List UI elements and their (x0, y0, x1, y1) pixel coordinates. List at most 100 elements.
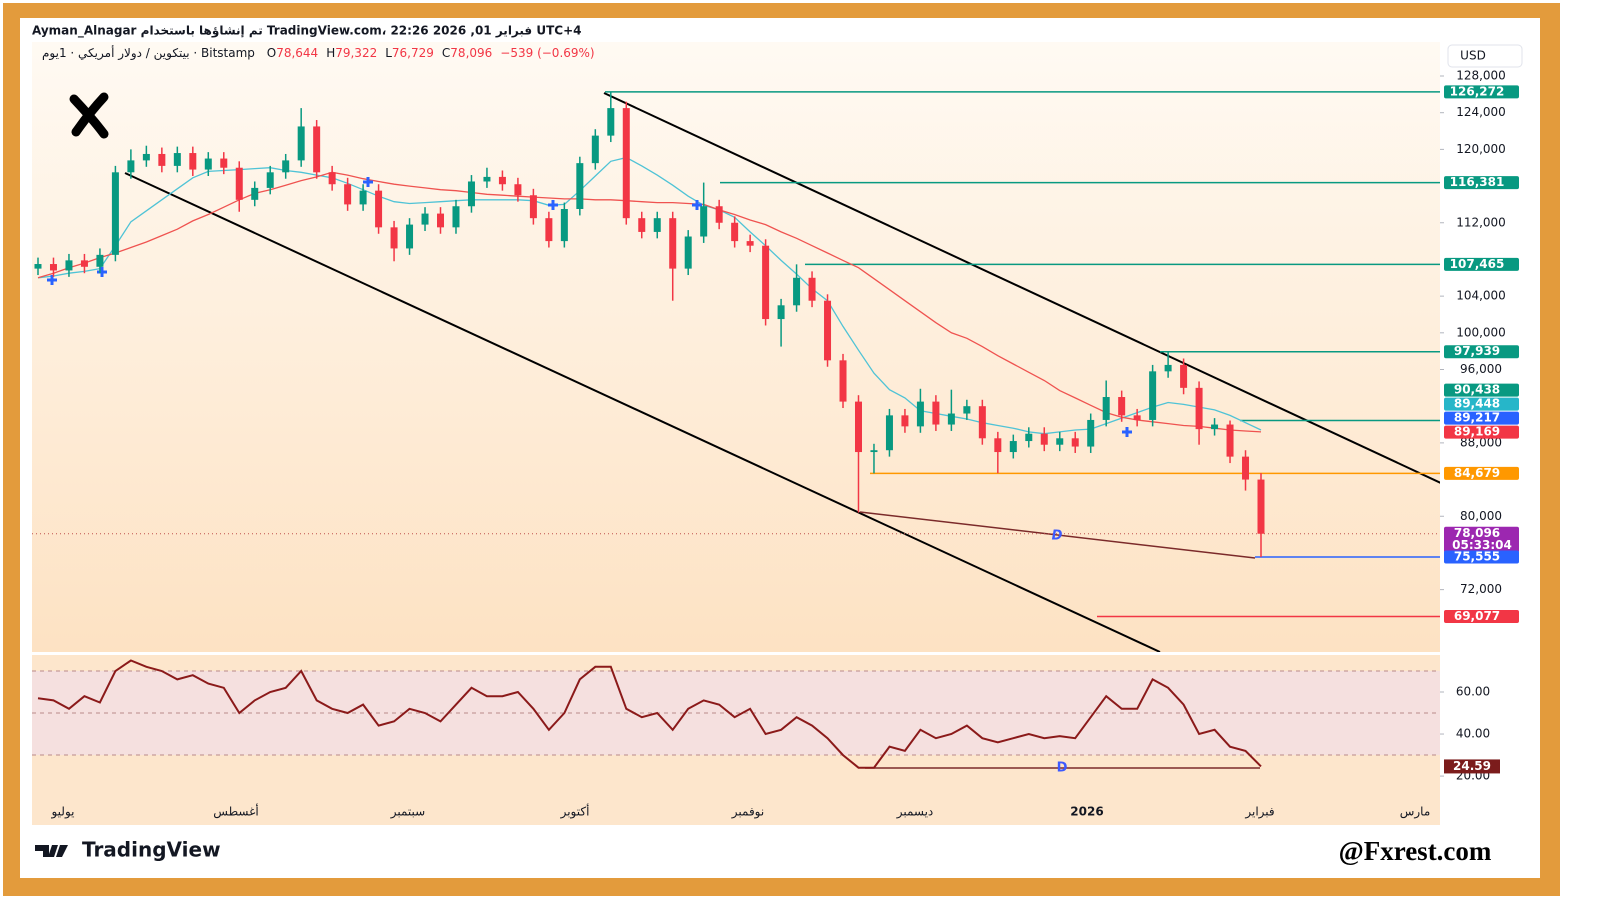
price-label: 90,438 (1454, 383, 1500, 397)
candle-body (731, 222, 739, 242)
candle-body (885, 415, 893, 451)
candle-body (406, 224, 414, 249)
quote-key: L (385, 46, 392, 60)
candle-body (1087, 419, 1095, 447)
candle-body (452, 206, 460, 228)
candle-body (65, 260, 73, 271)
candle-body (204, 158, 212, 170)
candle-body (591, 135, 599, 164)
x-tick-label: 2026 (1070, 805, 1103, 819)
candle-body (545, 218, 553, 242)
candle-body (824, 300, 832, 361)
rsi-plot: D (32, 659, 1440, 776)
candle-body (142, 153, 150, 161)
candle-body (220, 158, 228, 168)
y-tick-label: 104,000 (1456, 289, 1506, 303)
price-label: 107,465 (1450, 257, 1505, 271)
y-tick-label: 80,000 (1460, 509, 1502, 523)
y-tick-label: 96,000 (1460, 362, 1502, 376)
signal-marker (1122, 427, 1132, 437)
candle-body (700, 206, 708, 237)
candle-body (96, 254, 104, 267)
quote-change: −539 (−0.69%) (500, 46, 594, 60)
x-tick-label: ديسمبر (896, 805, 934, 820)
candle-body (1040, 433, 1048, 445)
candle-body (498, 176, 506, 185)
price-label: 97,939 (1454, 344, 1500, 358)
y-tick-label: 88,000 (1460, 435, 1502, 449)
signal-marker (97, 267, 107, 277)
price-label: 75,555 (1454, 550, 1500, 564)
candle-body (1195, 387, 1203, 430)
symbol-line: بيتكوين / دولار أمريكي · 1يوم · Bitstamp… (42, 45, 595, 61)
candle-body (313, 126, 321, 173)
candle-body (777, 305, 785, 320)
candle-body (1056, 438, 1064, 445)
price-label-box (1444, 550, 1519, 564)
x-tick-label: مارس (1400, 805, 1431, 820)
candle-body (994, 438, 1002, 453)
candle-body (111, 172, 119, 255)
candle-body (359, 190, 367, 205)
candle-body (963, 406, 971, 414)
price-label: 116,381 (1450, 175, 1505, 189)
candle-body (189, 153, 197, 170)
x-tick-label: فبراير (1244, 805, 1274, 820)
y-tick-label: 60.00 (1456, 684, 1490, 698)
x-tick-label: سبتمبر (390, 805, 425, 820)
candle-body (978, 406, 986, 439)
candle-body (638, 218, 646, 232)
candle-body (1118, 397, 1126, 416)
annotation: D (1057, 761, 1068, 776)
quote-key: H (326, 46, 335, 60)
price-label-box (1444, 609, 1519, 623)
divergence-line (859, 511, 1256, 559)
quote-key: O (267, 46, 276, 60)
candle-body (49, 264, 57, 271)
x-tick-label: يوليو (50, 805, 74, 820)
candle-body (947, 413, 955, 425)
x-tick-label: أكتوبر (560, 804, 590, 820)
candle-body (1226, 424, 1234, 457)
countdown: 05:33:04 (1452, 538, 1512, 552)
price-label: 89,217 (1454, 411, 1500, 425)
candle-body (80, 260, 88, 267)
quote-value: 79,322 (335, 46, 377, 60)
candle-body (514, 184, 522, 196)
candle-body (1133, 415, 1141, 420)
candle-body (684, 236, 692, 269)
candle-body (762, 245, 770, 320)
candle-body (328, 172, 336, 185)
quote-value: 78,096 (450, 46, 492, 60)
y-tick-label: 100,000 (1456, 325, 1506, 339)
candle-body (607, 108, 615, 136)
candle-body (653, 218, 661, 232)
candle-body (1025, 433, 1033, 442)
price-label-box (1444, 397, 1519, 411)
logo-x (69, 92, 109, 139)
candle-body (1149, 371, 1157, 420)
price-label: 89,448 (1454, 397, 1500, 411)
currency-box (1447, 44, 1523, 68)
price-label-box (1444, 85, 1519, 99)
candle-body (1211, 424, 1219, 430)
candle-body (1257, 479, 1265, 534)
signal-marker (692, 200, 702, 210)
x-tick-label: نوفمبر (731, 805, 764, 820)
candle-body (1009, 441, 1017, 453)
rsi-line (37, 659, 1262, 769)
symbol: بيتكوين / دولار أمريكي · 1يوم · Bitstamp (42, 45, 255, 61)
candle-body (158, 153, 166, 166)
price-label-box (1444, 411, 1519, 425)
annotation: D (1052, 529, 1063, 544)
y-tick-label: 124,000 (1456, 105, 1506, 119)
price-pane (32, 42, 1440, 652)
candle-body (622, 108, 630, 219)
quote-key: C (442, 46, 450, 60)
candle-body (282, 160, 290, 173)
price-label-box (1444, 466, 1519, 480)
price-label: 126,272 (1450, 84, 1505, 98)
candle-body (560, 208, 568, 242)
